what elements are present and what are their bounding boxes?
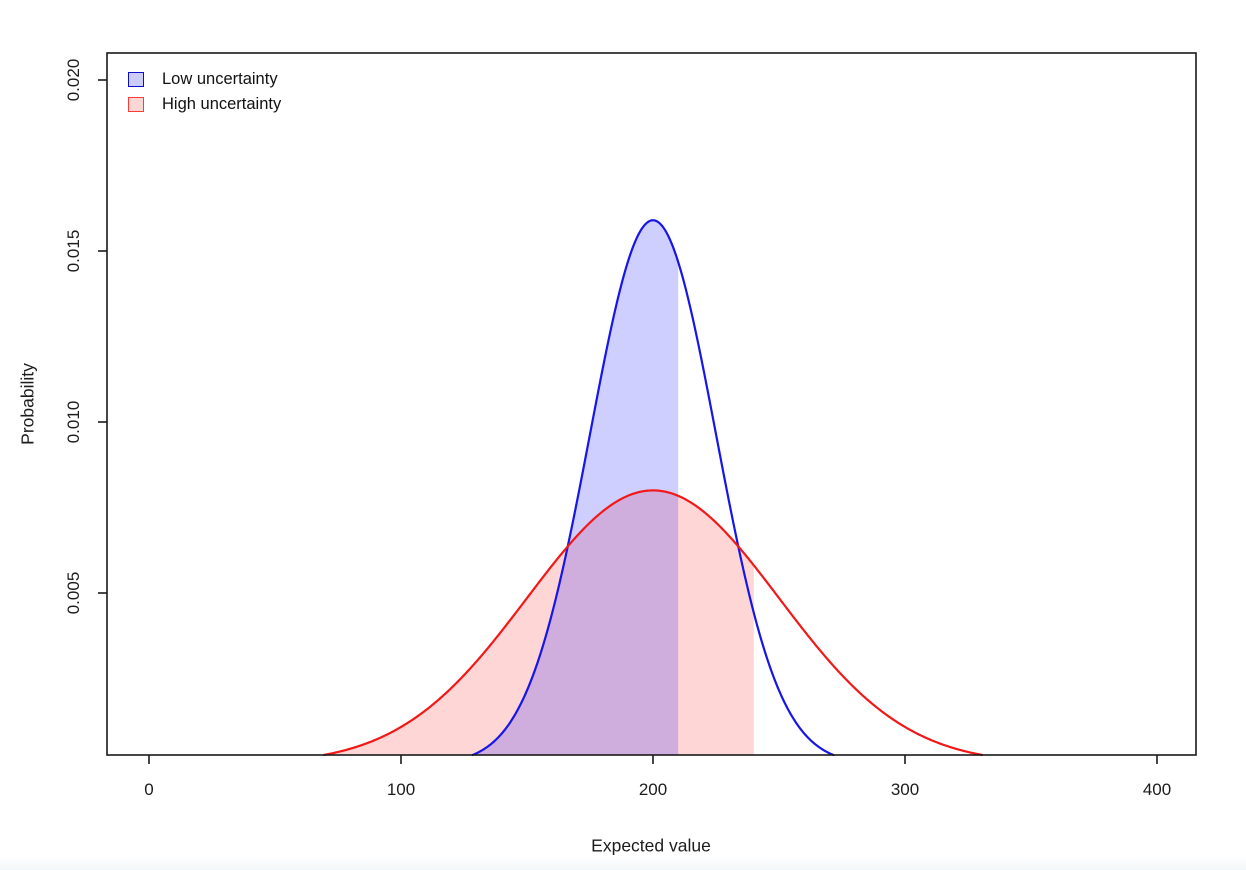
y-axis-title: Probability	[17, 363, 38, 445]
legend: Low uncertainty High uncertainty	[128, 71, 281, 113]
x-tick-label: 400	[1142, 780, 1172, 799]
legend-swatch-high-uncertainty-icon	[128, 97, 144, 112]
y-tick-label: 0.020	[64, 58, 83, 102]
plot-box	[106, 52, 1197, 756]
legend-label-low-uncertainty: Low uncertainty	[162, 70, 278, 88]
x-axis-title: Expected value	[591, 835, 711, 856]
y-tick-label: 0.015	[64, 229, 83, 273]
legend-swatch-low-uncertainty-icon	[128, 72, 144, 87]
y-tick-label: 0.005	[64, 571, 83, 615]
x-tick-label: 100	[386, 780, 416, 799]
density-curve-low-uncertainty	[471, 219, 835, 757]
shaded-area-high-uncertainty	[323, 490, 754, 755]
legend-item-high-uncertainty: High uncertainty	[128, 96, 281, 113]
density-curve-high-uncertainty	[322, 489, 984, 757]
y-tick-label: 0.010	[64, 400, 83, 444]
shaded-area-low-uncertainty	[472, 220, 679, 755]
x-tick-label: 0	[144, 780, 154, 799]
legend-item-low-uncertainty: Low uncertainty	[128, 71, 281, 88]
x-tick-label: 200	[638, 780, 668, 799]
legend-label-high-uncertainty: High uncertainty	[162, 95, 282, 113]
x-tick-label: 300	[890, 780, 920, 799]
